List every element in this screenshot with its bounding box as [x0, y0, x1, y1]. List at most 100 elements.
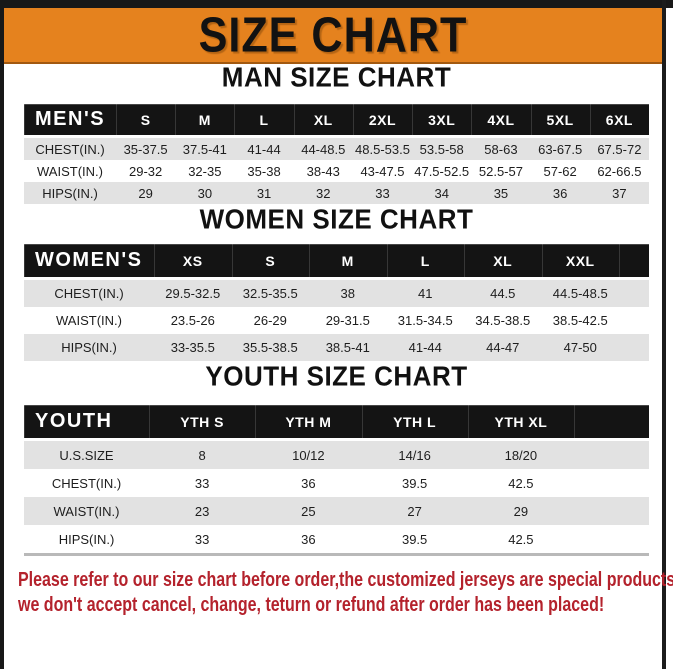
size-column-header: YTH S: [149, 405, 256, 441]
size-cell: 44-47: [464, 334, 542, 361]
order-note-line-2: we don't accept cancel, change, teturn o…: [18, 594, 605, 616]
size-cell: 25: [255, 497, 362, 525]
size-cell: 39.5: [361, 525, 468, 556]
size-cell: 32.5-35.5: [231, 280, 309, 307]
size-cell: 33: [149, 469, 256, 497]
size-cell: 33: [149, 525, 256, 556]
table-group-label: WOMEN'S: [24, 244, 154, 280]
row-spacer: [574, 441, 649, 469]
size-cell: 38.5-42.5: [541, 307, 619, 334]
row-label: WAIST(IN.): [24, 497, 149, 525]
youth-section-heading: YOUTH SIZE CHART: [205, 360, 468, 392]
size-cell: 26-29: [231, 307, 309, 334]
size-table: YOUTH YTH S YTH M YTH L YTH XL U.S.SIZE 8 10/12…: [24, 405, 649, 556]
size-cell: 18/20: [467, 441, 574, 469]
row-label: HIPS(IN.): [24, 182, 116, 204]
top-black-bar: [0, 0, 673, 8]
size-cell: 63-67.5: [530, 138, 590, 160]
table-row: WAIST(IN.) 23.5-26 26-29 29-31.5 31.5-34.5 34…: [24, 307, 649, 334]
size-cell: 36: [255, 469, 362, 497]
table-group-label: YOUTH: [24, 405, 149, 441]
size-cell: 42.5: [467, 469, 574, 497]
women-section-heading: WOMEN SIZE CHART: [199, 203, 474, 235]
size-cell: 33-35.5: [154, 334, 232, 361]
size-table: WOMEN'S XS S M L XL XXL CHEST(IN.) 29.5-32.5 32.5…: [24, 244, 649, 361]
size-cell: 47-50: [541, 334, 619, 361]
size-column-header: L: [386, 244, 464, 280]
size-cell: 35-37.5: [116, 138, 176, 160]
table-row: HIPS(IN.) 33-35.5 35.5-38.5 38.5-41 41-44 44-…: [24, 334, 649, 361]
size-column-header: 3XL: [412, 104, 472, 138]
size-cell: 62-66.5: [589, 160, 649, 182]
size-cell: 30: [175, 182, 235, 204]
size-column-header: YTH L: [361, 405, 468, 441]
size-column-header: XXL: [541, 244, 619, 280]
size-cell: 27: [361, 497, 468, 525]
table-row: U.S.SIZE 8 10/12 14/16 18/20: [24, 441, 649, 469]
size-column-header: 2XL: [352, 104, 413, 138]
size-column-header: 6XL: [589, 104, 649, 138]
row-label: HIPS(IN.): [24, 525, 149, 556]
table-group-label: MEN'S: [24, 104, 116, 138]
table-header-row: YOUTH YTH S YTH M YTH L YTH XL: [24, 405, 649, 441]
size-column-header: XL: [293, 104, 353, 138]
size-cell: 47.5-52.5: [412, 160, 472, 182]
content-area: MAN SIZE CHART MEN'S S M L XL 2XL 3XL 4XL 5XL 6XL…: [0, 61, 673, 618]
size-cell: 39.5: [361, 469, 468, 497]
size-cell: 44.5: [464, 280, 542, 307]
size-column-header: YTH M: [255, 405, 362, 441]
row-label: CHEST(IN.): [24, 469, 149, 497]
size-cell: 14/16: [361, 441, 468, 469]
size-cell: 31.5-34.5: [386, 307, 464, 334]
table-row: CHEST(IN.) 35-37.5 37.5-41 41-44 44-48.5 48.5…: [24, 138, 649, 160]
row-spacer: [619, 334, 649, 361]
size-cell: 48.5-53.5: [352, 138, 413, 160]
row-spacer: [619, 307, 649, 334]
size-cell: 34: [412, 182, 472, 204]
right-black-bar: [662, 0, 666, 669]
size-cell: 10/12: [255, 441, 362, 469]
page-title: SIZE CHART: [198, 6, 468, 63]
size-column-header: XS: [154, 244, 232, 280]
size-cell: 35.5-38.5: [231, 334, 309, 361]
row-label: WAIST(IN.): [24, 307, 154, 334]
row-label: CHEST(IN.): [24, 138, 116, 160]
size-cell: 67.5-72: [589, 138, 649, 160]
men-section-heading: MAN SIZE CHART: [221, 61, 452, 93]
table-header-row: MEN'S S M L XL 2XL 3XL 4XL 5XL 6XL: [24, 104, 649, 138]
size-column-header: S: [231, 244, 309, 280]
table-row: WAIST(IN.) 23 25 27 29: [24, 497, 649, 525]
row-label: HIPS(IN.): [24, 334, 154, 361]
order-note-line-1: Please refer to our size chart before or…: [18, 569, 673, 591]
order-note: Please refer to our size chart before or…: [18, 568, 673, 618]
size-column-header: M: [175, 104, 235, 138]
size-cell: 29-31.5: [309, 307, 387, 334]
size-cell: 57-62: [530, 160, 590, 182]
table-row: WAIST(IN.) 29-32 32-35 35-38 38-43 43-47.5 47.…: [24, 160, 649, 182]
size-cell: 41: [386, 280, 464, 307]
size-cell: 38: [309, 280, 387, 307]
size-cell: 29: [116, 182, 176, 204]
size-column-header: L: [234, 104, 294, 138]
size-cell: 44.5-48.5: [541, 280, 619, 307]
row-label: CHEST(IN.): [24, 280, 154, 307]
row-spacer: [574, 525, 649, 556]
size-cell: 32: [293, 182, 353, 204]
header-spacer: [619, 244, 649, 280]
table-row: HIPS(IN.) 29 30 31 32 33 34 35 36 37: [24, 182, 649, 204]
title-banner: SIZE CHART: [4, 6, 662, 64]
size-column-header: 4XL: [471, 104, 531, 138]
size-column-header: M: [309, 244, 387, 280]
size-cell: 29.5-32.5: [154, 280, 232, 307]
row-spacer: [574, 497, 649, 525]
size-cell: 35: [471, 182, 531, 204]
size-cell: 38-43: [293, 160, 353, 182]
size-cell: 37.5-41: [175, 138, 235, 160]
table-row: CHEST(IN.) 29.5-32.5 32.5-35.5 38 41 44.5 44.5…: [24, 280, 649, 307]
size-column-header: S: [116, 104, 176, 138]
size-cell: 42.5: [467, 525, 574, 556]
left-black-bar: [0, 0, 4, 669]
size-cell: 35-38: [234, 160, 294, 182]
size-cell: 31: [234, 182, 294, 204]
size-cell: 34.5-38.5: [464, 307, 542, 334]
